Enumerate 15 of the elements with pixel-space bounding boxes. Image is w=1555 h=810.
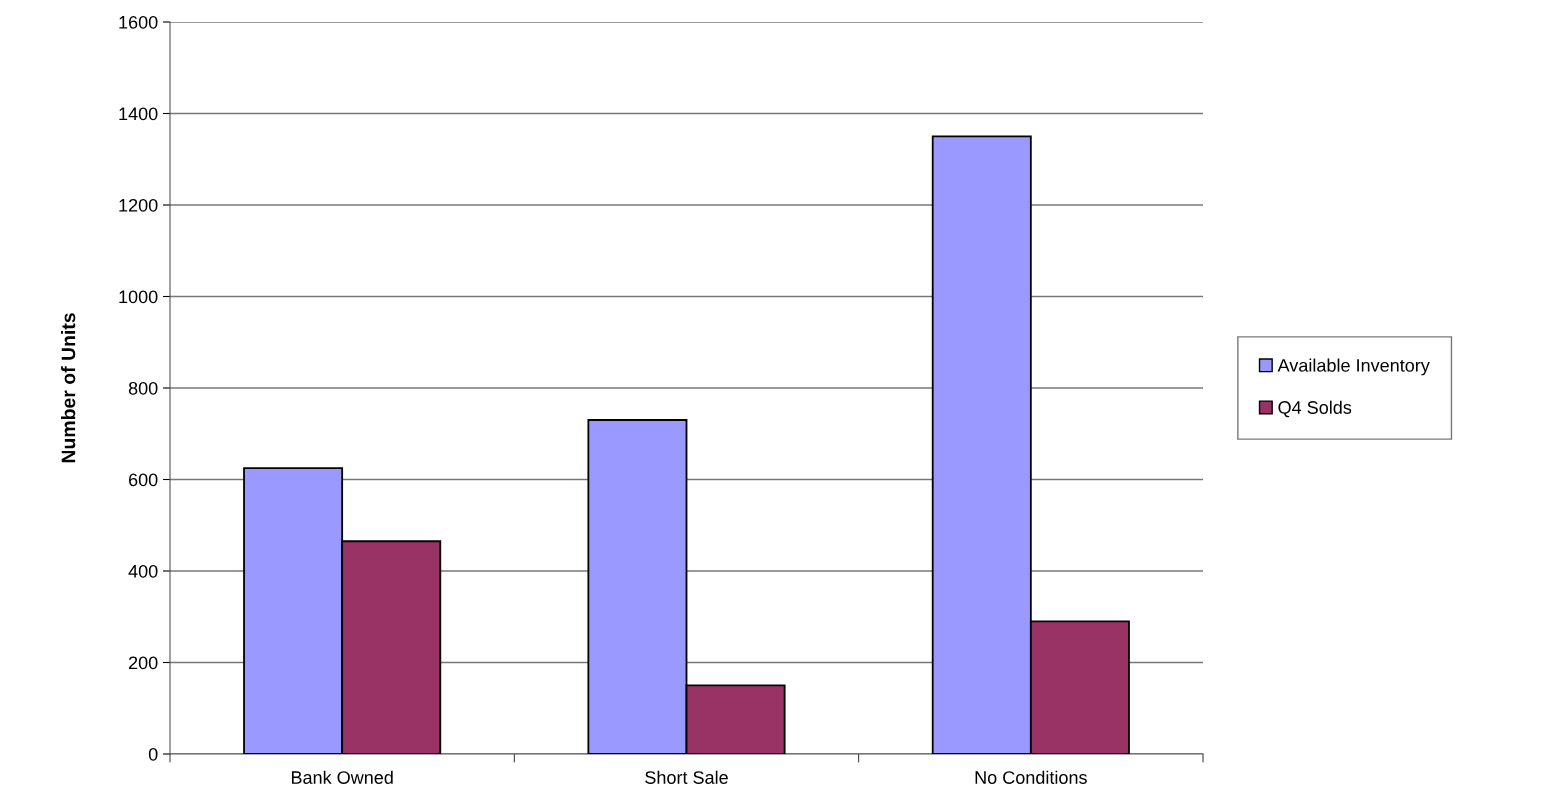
legend-label: Q4 Solds	[1278, 400, 1352, 418]
y-axis-title: Number of Units	[61, 313, 76, 463]
y-tick-label: 800	[128, 381, 158, 395]
x-tick-label: No Conditions	[975, 770, 1087, 784]
y-tick-label: 1200	[119, 198, 158, 212]
y-tick-label: 0	[148, 747, 158, 761]
y-tick-label: 1000	[119, 290, 158, 304]
y-tick-label: 1400	[119, 107, 158, 121]
x-tick-label: Short Sale	[645, 770, 728, 784]
y-tick-label: 400	[128, 564, 158, 578]
legend-label: Available Inventory	[1277, 358, 1430, 376]
y-tick-label: 1600	[119, 15, 158, 29]
x-tick-label: Bank Owned	[291, 770, 393, 784]
y-tick-label: 200	[128, 656, 158, 670]
y-tick-label: 600	[128, 473, 158, 487]
